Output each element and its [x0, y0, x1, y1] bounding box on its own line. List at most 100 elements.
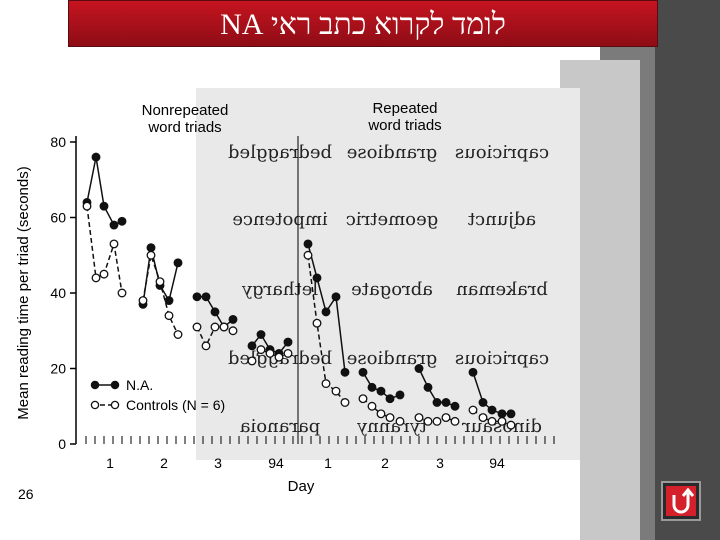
- mirror-word: lethargy: [241, 279, 318, 300]
- na-point: [146, 243, 156, 253]
- panel-title: Repeated: [372, 100, 437, 117]
- controls-point: [91, 273, 101, 283]
- mirror-word: geometric: [346, 209, 438, 230]
- legend-controls-marker: [110, 400, 120, 410]
- na-point: [367, 382, 377, 392]
- na-point: [506, 409, 516, 419]
- mirror-word: grandiose: [347, 142, 437, 163]
- controls-point: [173, 330, 183, 339]
- x-tick-label: 3: [214, 455, 222, 471]
- x-tick-label: 3: [436, 455, 444, 471]
- na-point: [201, 292, 211, 302]
- x-tick-label: 1: [324, 455, 332, 471]
- na-point: [340, 367, 350, 377]
- controls-point: [441, 413, 451, 423]
- x-axis-label: Day: [288, 478, 315, 495]
- controls-point: [423, 416, 433, 426]
- mirror-word: impotence: [232, 209, 327, 230]
- controls-point: [164, 311, 174, 321]
- na-point: [432, 398, 442, 407]
- slide-background-dark-band: [655, 0, 720, 540]
- mirror-word: paranoia: [239, 416, 320, 437]
- na-point: [303, 239, 313, 249]
- controls-point: [82, 201, 92, 211]
- y-tick-label: 0: [58, 436, 66, 452]
- panel-title: Nonrepeated: [142, 102, 229, 119]
- na-point: [450, 401, 460, 411]
- na-point: [91, 152, 101, 162]
- controls-point: [228, 326, 238, 336]
- return-button[interactable]: [661, 481, 701, 521]
- controls-point: [109, 239, 119, 249]
- legend-controls-marker: [90, 400, 100, 410]
- controls-point: [192, 322, 202, 332]
- controls-point: [414, 413, 424, 423]
- return-arrow-icon: [666, 486, 696, 516]
- series: [82, 152, 516, 430]
- controls-point: [283, 348, 293, 358]
- na-point: [312, 273, 322, 283]
- controls-point: [468, 405, 478, 415]
- slide-number: 26: [18, 486, 34, 502]
- controls-point: [312, 318, 322, 328]
- na-point: [478, 398, 488, 407]
- controls-point: [478, 413, 488, 423]
- na-point: [99, 201, 109, 211]
- controls-point: [340, 398, 350, 407]
- controls-point: [138, 296, 148, 305]
- x-tick-label: 94: [268, 455, 284, 471]
- chart-labels: 0 20 40 60 80 1 2 3 94 1 2 3 94 Mean reading time per…: [15, 100, 505, 495]
- na-point: [423, 382, 433, 392]
- na-point: [283, 337, 293, 347]
- legend-na-marker: [90, 380, 100, 390]
- na-point: [321, 307, 331, 317]
- na-point: [109, 220, 119, 230]
- na-point: [192, 292, 202, 302]
- controls-point: [247, 356, 257, 366]
- panel-title: word triads: [147, 119, 221, 136]
- x-tick-label: 2: [160, 455, 168, 471]
- y-axis-label: Mean reading time per triad (seconds): [15, 166, 32, 419]
- na-point: [497, 409, 507, 419]
- panel-title: word triads: [367, 117, 441, 134]
- axes: [70, 136, 555, 445]
- controls-point: [99, 269, 109, 279]
- controls-point: [506, 420, 516, 430]
- na-point: [228, 314, 238, 324]
- y-tick-label: 60: [50, 210, 66, 226]
- legend-na-label: N.A.: [126, 377, 153, 393]
- na-point: [468, 367, 478, 377]
- na-point: [331, 292, 341, 302]
- controls-point: [497, 416, 507, 426]
- controls-point: [303, 250, 313, 260]
- controls-point: [117, 288, 127, 298]
- na-point: [441, 398, 451, 407]
- x-tick-label: 94: [489, 455, 505, 471]
- na-point: [385, 394, 395, 404]
- na-point: [117, 216, 127, 226]
- na-point: [210, 307, 220, 317]
- legend-controls-label: Controls (N = 6): [126, 397, 225, 413]
- na-point: [376, 386, 386, 396]
- x-tick-label: 2: [381, 455, 389, 471]
- mirror-word: tyranny: [356, 416, 427, 437]
- na-point: [395, 390, 405, 400]
- controls-point: [265, 348, 275, 358]
- legend-na-marker: [110, 380, 120, 390]
- mirror-word: brakeman: [456, 279, 548, 300]
- x-tick-label: 1: [106, 455, 114, 471]
- controls-point: [487, 416, 497, 426]
- na-point: [358, 367, 368, 377]
- controls-point: [155, 277, 165, 287]
- controls-point: [146, 250, 156, 260]
- na-series-line: [86, 156, 123, 227]
- mirror-word: adjunct: [467, 209, 536, 230]
- controls-point: [385, 413, 395, 423]
- mirror-words: bedraggled grandiose capricious impotence ge…: [228, 142, 549, 437]
- controls-point: [210, 322, 220, 332]
- na-point: [164, 296, 174, 305]
- mirror-word: abrogate: [351, 279, 433, 300]
- y-tick-label: 20: [50, 361, 66, 377]
- controls-point: [201, 341, 211, 351]
